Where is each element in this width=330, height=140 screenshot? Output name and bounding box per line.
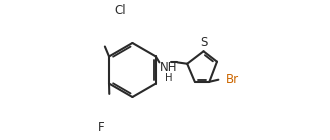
Text: NH: NH	[160, 61, 177, 74]
Text: Br: Br	[226, 73, 239, 86]
Text: F: F	[98, 121, 105, 134]
Text: Cl: Cl	[114, 4, 126, 17]
Text: H: H	[165, 73, 173, 83]
Text: S: S	[200, 36, 207, 49]
